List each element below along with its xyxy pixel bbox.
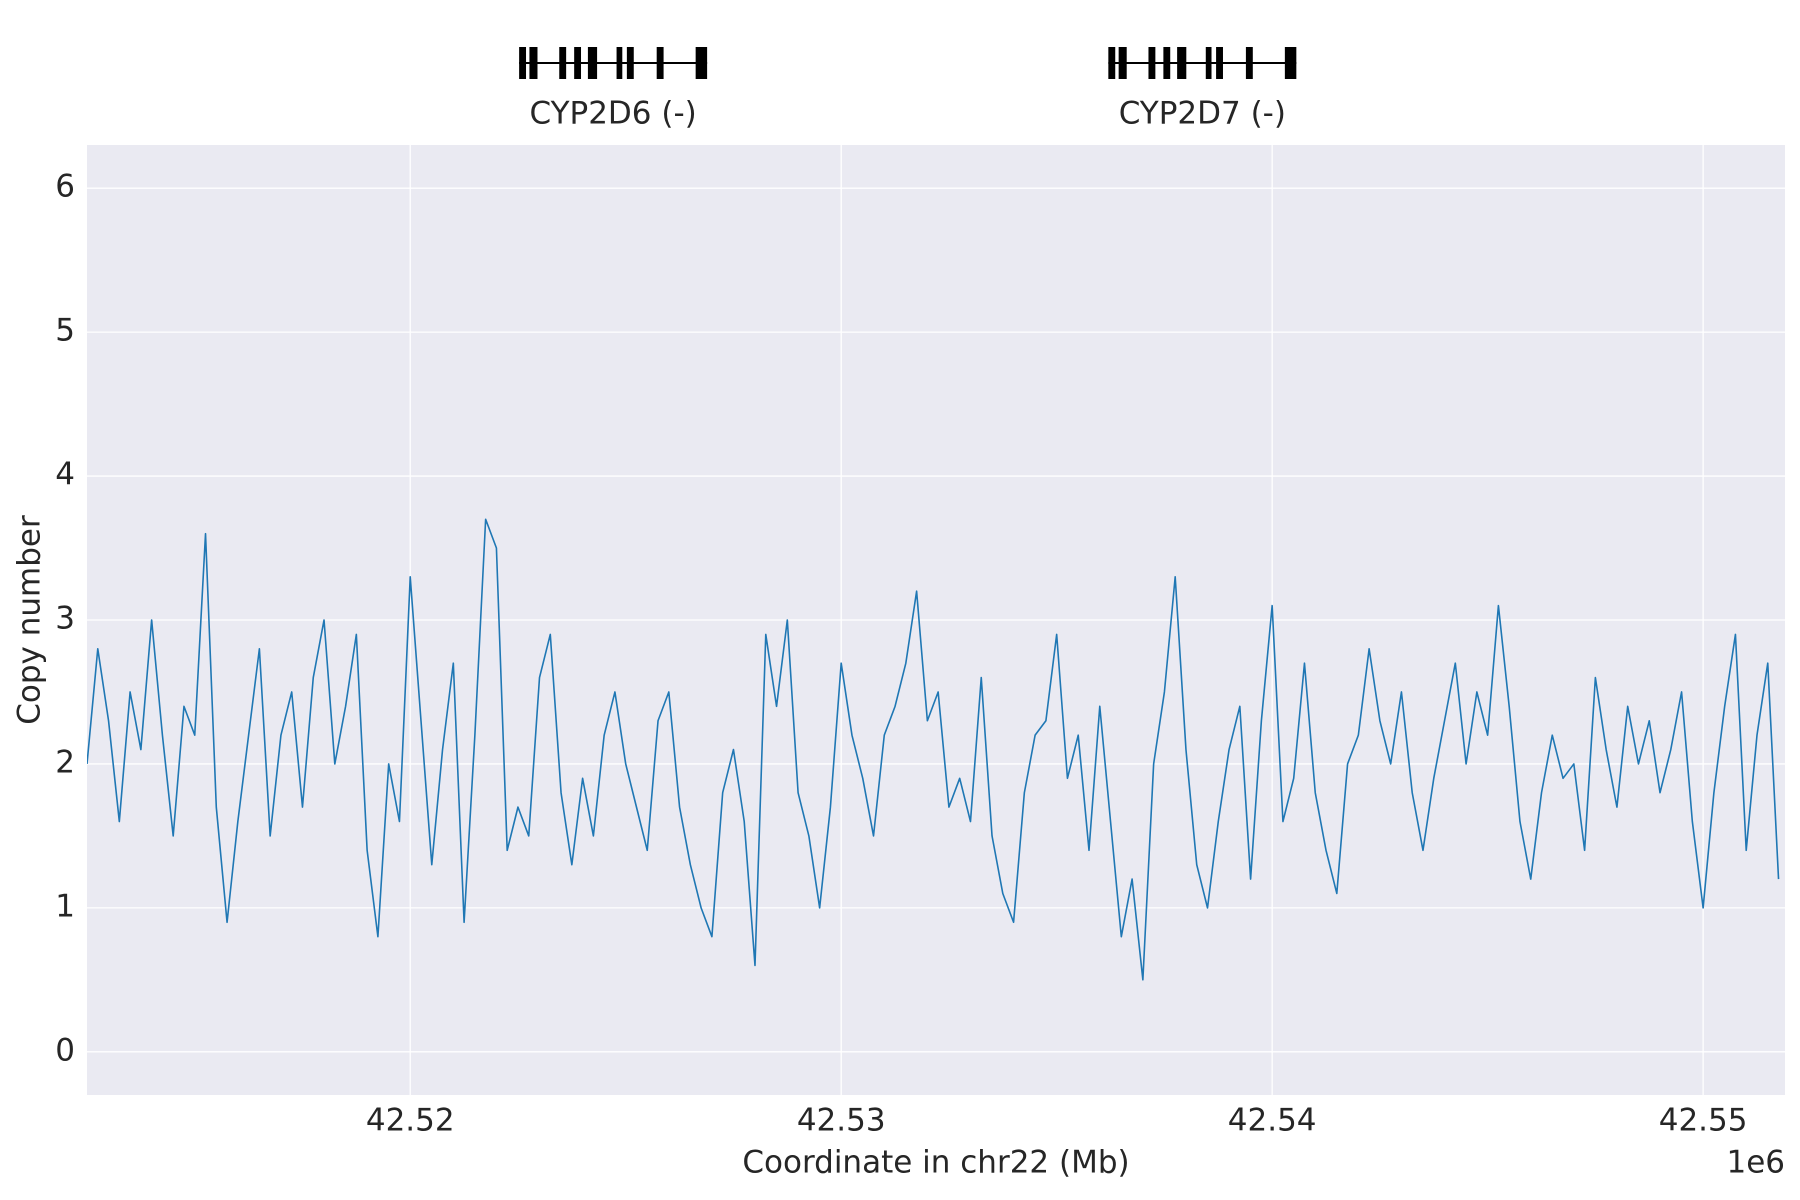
gene-exon: [529, 47, 538, 79]
gene-exon: [1245, 47, 1253, 79]
y-tick-label: 6: [55, 169, 75, 205]
y-tick-label: 1: [55, 888, 75, 924]
x-tick-label: 42.54: [1228, 1103, 1317, 1139]
x-tick-label: 42.53: [797, 1103, 886, 1139]
x-tick-label: 42.52: [366, 1103, 455, 1139]
y-axis-label: Copy number: [12, 515, 48, 725]
gene-exon: [1163, 47, 1171, 79]
gene-exon: [656, 47, 664, 79]
x-tick-label: 42.55: [1659, 1103, 1748, 1139]
gene-label: CYP2D6 (-): [529, 96, 696, 132]
gene-exon: [626, 47, 634, 79]
gene-exon: [1205, 47, 1212, 79]
y-tick-label: 0: [55, 1032, 75, 1068]
gene-exon: [1216, 47, 1223, 79]
x-offset-label: 1e6: [1726, 1145, 1785, 1181]
y-tick-label: 5: [55, 313, 75, 349]
y-tick-label: 3: [55, 601, 75, 637]
gene-exon: [1177, 47, 1187, 79]
gene-exon: [616, 47, 623, 79]
gene-exon: [519, 47, 527, 79]
data-line: [87, 518, 1780, 981]
gene-exon: [574, 47, 582, 79]
gene-exon: [695, 47, 708, 79]
gene-exon: [1118, 47, 1127, 79]
x-axis-label: Coordinate in chr22 (Mb): [742, 1145, 1129, 1181]
gene-exon: [1108, 47, 1116, 79]
y-tick-label: 2: [55, 744, 75, 780]
gene-exon: [559, 47, 567, 79]
gene-exon: [1148, 47, 1156, 79]
gene-exon: [587, 47, 598, 79]
y-tick-label: 4: [55, 457, 75, 493]
gene-label: CYP2D7 (-): [1119, 96, 1286, 132]
gene-exon: [1284, 47, 1297, 79]
